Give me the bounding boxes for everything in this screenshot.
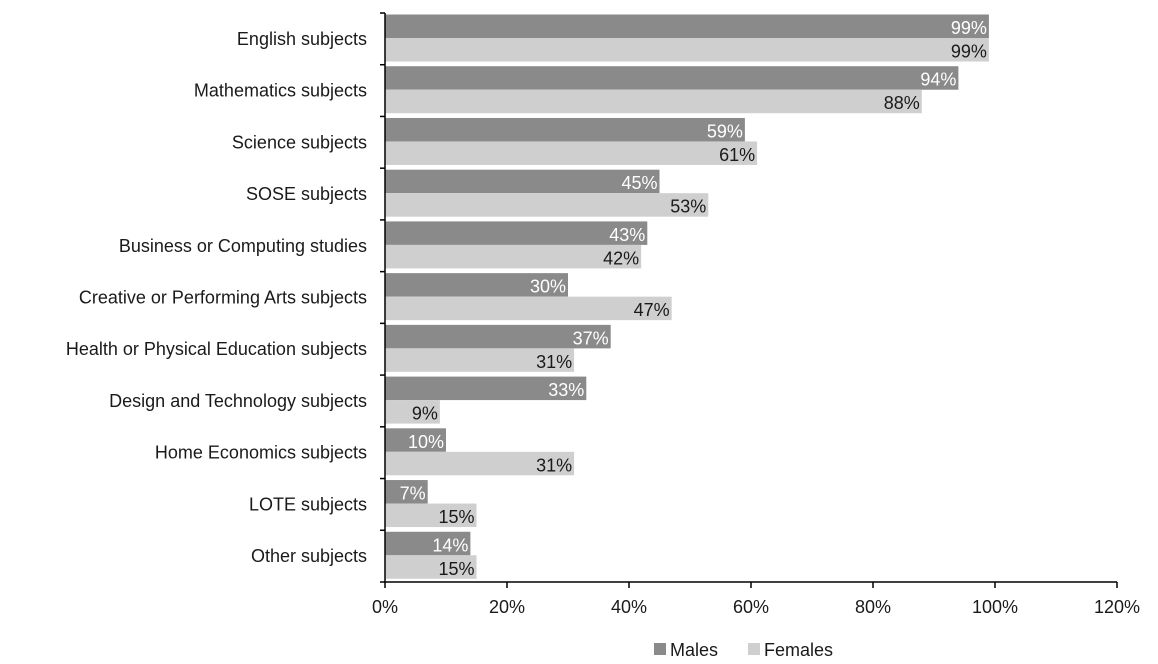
data-label-females: 31% (536, 455, 572, 475)
data-label-males: 45% (621, 173, 657, 193)
x-tick-label: 60% (733, 597, 769, 617)
x-tick-labels: 0% 20% 40% 60% 80% 100% 120% (372, 597, 1140, 617)
bar-males (385, 480, 428, 504)
x-tick-label: 80% (855, 597, 891, 617)
bar-females (385, 89, 922, 114)
data-label-males: 10% (408, 432, 444, 452)
category-label: Science subjects (232, 132, 367, 152)
x-tick-label: 100% (972, 597, 1018, 617)
x-tick-label: 20% (489, 597, 525, 617)
bar-males (385, 376, 587, 401)
category-label: English subjects (237, 29, 367, 49)
data-label-males: 59% (707, 121, 743, 141)
data-label-females: 42% (603, 248, 639, 268)
bar-males (385, 66, 959, 90)
category-label: Mathematics subjects (194, 81, 367, 101)
category-label: Home Economics subjects (155, 443, 367, 463)
bar-males (385, 324, 611, 349)
bar-females (385, 555, 477, 579)
bar-males (385, 169, 660, 194)
bar-females (385, 244, 642, 269)
data-label-females: 47% (634, 300, 670, 320)
bar-females (385, 451, 575, 476)
category-label: Business or Computing studies (119, 236, 367, 256)
data-label-males: 43% (609, 225, 645, 245)
data-label-females: 88% (884, 93, 920, 113)
bar-males (385, 221, 648, 245)
value-labels: 99%99%94%88%59%61%45%53%43%42%30%47%37%3… (400, 18, 987, 579)
bar-females (385, 503, 477, 528)
category-label: Health or Physical Education subjects (66, 339, 367, 359)
data-label-females: 9% (412, 404, 438, 424)
x-tick-label: 0% (372, 597, 398, 617)
category-labels: English subjects Mathematics subjects Scie… (66, 29, 367, 566)
legend-swatch-females (748, 643, 760, 655)
bar-females (385, 193, 709, 217)
data-label-males: 94% (920, 70, 956, 90)
data-label-males: 99% (951, 18, 987, 38)
data-label-males: 30% (530, 277, 566, 297)
data-label-females: 15% (438, 507, 474, 527)
data-label-males: 37% (573, 328, 609, 348)
x-tick-label: 40% (611, 597, 647, 617)
category-label: SOSE subjects (246, 184, 367, 204)
data-label-females: 99% (951, 42, 987, 62)
bar-males (385, 117, 745, 142)
data-label-females: 15% (438, 559, 474, 579)
bar-females (385, 348, 575, 372)
data-label-females: 53% (670, 197, 706, 217)
data-label-males: 33% (548, 380, 584, 400)
bars (385, 14, 989, 579)
bar-males (385, 273, 568, 297)
legend: Males Females (654, 640, 833, 660)
legend-swatch-males (654, 643, 666, 655)
axes (380, 12, 1118, 588)
data-label-females: 31% (536, 352, 572, 372)
bar-males (385, 428, 446, 452)
bar-females (385, 141, 758, 165)
data-label-males: 7% (400, 484, 426, 504)
data-label-males: 14% (432, 535, 468, 555)
bar-males (385, 531, 471, 556)
bar-females (385, 38, 989, 62)
bar-females (385, 400, 440, 424)
data-label-females: 61% (719, 145, 755, 165)
category-label: Design and Technology subjects (109, 391, 367, 411)
bar-females (385, 296, 672, 321)
category-label: Other subjects (251, 546, 367, 566)
legend-label-males: Males (670, 640, 718, 660)
category-label: Creative or Performing Arts subjects (79, 288, 367, 308)
category-label: LOTE subjects (249, 494, 367, 514)
x-tick-label: 120% (1094, 597, 1140, 617)
bar-males (385, 14, 989, 38)
legend-label-females: Females (764, 640, 833, 660)
